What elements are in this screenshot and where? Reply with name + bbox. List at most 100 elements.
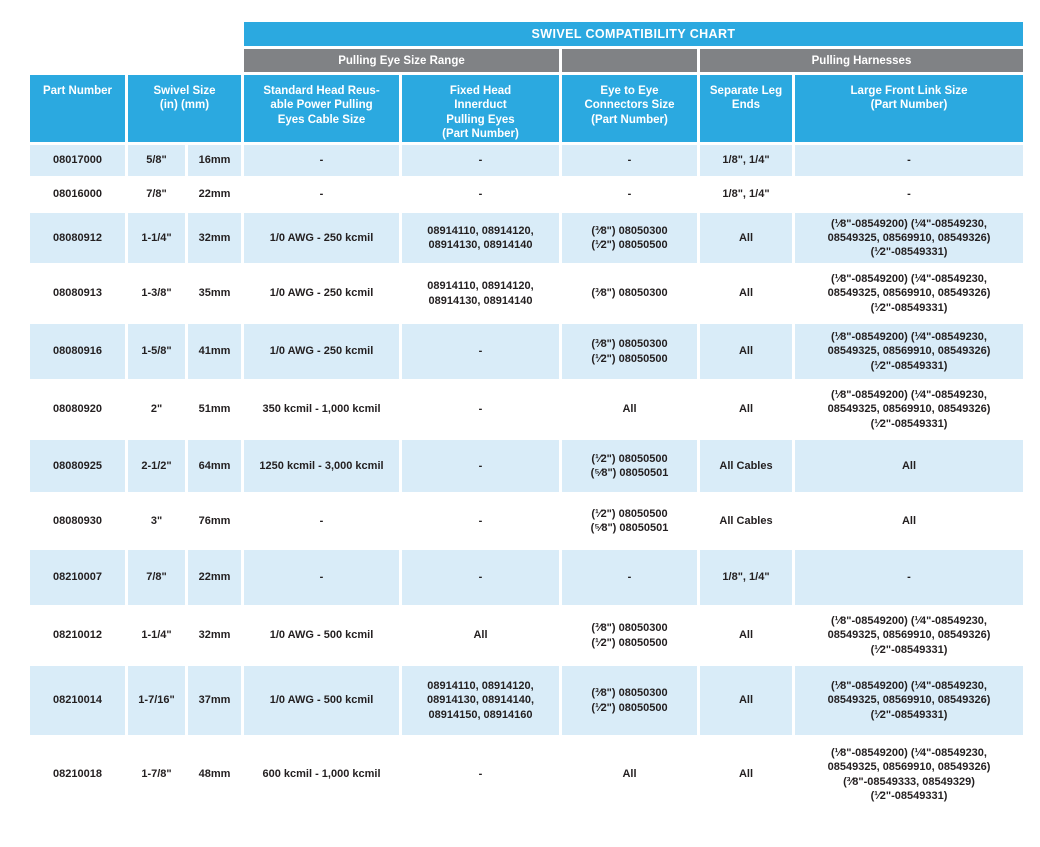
fixed-head-cell: - bbox=[402, 382, 559, 437]
separate-leg-ends-cell: All Cables bbox=[700, 495, 792, 547]
standard-head-cell: 1250 kcmil - 3,000 kcmil bbox=[244, 440, 399, 492]
swivel-size-mm-cell: 22mm bbox=[188, 179, 241, 210]
swivel-size-mm-cell: 35mm bbox=[188, 266, 241, 321]
fixed-head-cell: 08914110, 08914120, 08914130, 08914140, … bbox=[402, 666, 559, 735]
swivel-size-in-cell: 2-1/2" bbox=[128, 440, 185, 492]
part-number-cell: 08080912 bbox=[30, 213, 125, 263]
group-pulling-harnesses: Pulling Harnesses bbox=[700, 49, 1023, 72]
eye-to-eye-cell: (³⁄8") 08050300 (¹⁄2") 08050500 bbox=[562, 324, 697, 379]
swivel-size-mm-cell: 32mm bbox=[188, 608, 241, 663]
large-front-link-cell: - bbox=[795, 179, 1023, 210]
eye-to-eye-cell: - bbox=[562, 145, 697, 176]
part-number-cell: 08080920 bbox=[30, 382, 125, 437]
large-front-link-cell: (¹⁄8"-08549200) (¹⁄4"-08549230, 08549325… bbox=[795, 738, 1023, 811]
separate-leg-ends-cell: All Cables bbox=[700, 440, 792, 492]
swivel-size-in-cell: 5/8" bbox=[128, 145, 185, 176]
eye-to-eye-cell: - bbox=[562, 179, 697, 210]
separate-leg-ends-cell: 1/8", 1/4" bbox=[700, 145, 792, 176]
fixed-head-cell: 08914110, 08914120, 08914130, 08914140 bbox=[402, 266, 559, 321]
separate-leg-ends-cell: 1/8", 1/4" bbox=[700, 550, 792, 605]
part-number-cell: 08080913 bbox=[30, 266, 125, 321]
standard-head-cell: 1/0 AWG - 250 kcmil bbox=[244, 324, 399, 379]
swivel-size-mm-cell: 48mm bbox=[188, 738, 241, 811]
table-body: 08017000 5/8" 16mm - - - 1/8", 1/4" - 08… bbox=[30, 145, 1023, 811]
large-front-link-cell: (¹⁄8"-08549200) (¹⁄4"-08549230, 08549325… bbox=[795, 382, 1023, 437]
chart-title: SWIVEL COMPATIBILITY CHART bbox=[244, 22, 1023, 46]
swivel-size-mm-cell: 64mm bbox=[188, 440, 241, 492]
standard-head-cell: 600 kcmil - 1,000 kcmil bbox=[244, 738, 399, 811]
column-header-part-number: Part Number bbox=[30, 75, 125, 142]
column-header-standard-head: Standard Head Reus- able Power Pulling E… bbox=[244, 75, 399, 142]
swivel-size-in-cell: 1-1/4" bbox=[128, 213, 185, 263]
fixed-head-cell: - bbox=[402, 324, 559, 379]
table-row: 08210018 1-7/8" 48mm 600 kcmil - 1,000 k… bbox=[30, 738, 1023, 811]
fixed-head-cell: All bbox=[402, 608, 559, 663]
fixed-head-cell: - bbox=[402, 550, 559, 605]
fixed-head-cell: - bbox=[402, 145, 559, 176]
swivel-size-in-cell: 1-3/8" bbox=[128, 266, 185, 321]
part-number-cell: 08080925 bbox=[30, 440, 125, 492]
group-header-row: Pulling Eye Size Range Pulling Harnesses bbox=[30, 49, 1023, 72]
separate-leg-ends-cell: All bbox=[700, 324, 792, 379]
column-header-row: Part Number Swivel Size (in) (mm) Standa… bbox=[30, 75, 1023, 142]
swivel-size-mm-cell: 76mm bbox=[188, 495, 241, 547]
separate-leg-ends-cell: All bbox=[700, 608, 792, 663]
separate-leg-ends-cell: All bbox=[700, 266, 792, 321]
part-number-cell: 08210018 bbox=[30, 738, 125, 811]
large-front-link-cell: All bbox=[795, 440, 1023, 492]
standard-head-cell: 1/0 AWG - 250 kcmil bbox=[244, 213, 399, 263]
eye-to-eye-cell: All bbox=[562, 738, 697, 811]
fixed-head-cell: - bbox=[402, 179, 559, 210]
table-row: 08210007 7/8" 22mm - - - 1/8", 1/4" - bbox=[30, 550, 1023, 605]
eye-to-eye-cell: (¹⁄2") 08050500 (⁵⁄8") 08050501 bbox=[562, 440, 697, 492]
standard-head-cell: - bbox=[244, 145, 399, 176]
large-front-link-cell: (¹⁄8"-08549200) (¹⁄4"-08549230, 08549325… bbox=[795, 324, 1023, 379]
swivel-size-in-cell: 2" bbox=[128, 382, 185, 437]
standard-head-cell: 1/0 AWG - 500 kcmil bbox=[244, 666, 399, 735]
part-number-cell: 08210014 bbox=[30, 666, 125, 735]
column-header-separate-leg-ends: Separate Leg Ends bbox=[700, 75, 792, 142]
table-row: 08080913 1-3/8" 35mm 1/0 AWG - 250 kcmil… bbox=[30, 266, 1023, 321]
large-front-link-cell: - bbox=[795, 145, 1023, 176]
table-row: 08080925 2-1/2" 64mm 1250 kcmil - 3,000 … bbox=[30, 440, 1023, 492]
column-header-large-front-link: Large Front Link Size (Part Number) bbox=[795, 75, 1023, 142]
swivel-size-in-cell: 1-7/8" bbox=[128, 738, 185, 811]
separate-leg-ends-cell: All bbox=[700, 738, 792, 811]
part-number-cell: 08016000 bbox=[30, 179, 125, 210]
part-number-cell: 08017000 bbox=[30, 145, 125, 176]
eye-to-eye-cell: All bbox=[562, 382, 697, 437]
column-header-swivel-size: Swivel Size (in) (mm) bbox=[128, 75, 241, 142]
chart-title-row: SWIVEL COMPATIBILITY CHART bbox=[30, 22, 1023, 46]
title-left-spacer bbox=[30, 22, 241, 46]
eye-to-eye-cell: (¹⁄2") 08050500 (⁵⁄8") 08050501 bbox=[562, 495, 697, 547]
separate-leg-ends-cell: All bbox=[700, 382, 792, 437]
swivel-size-mm-cell: 37mm bbox=[188, 666, 241, 735]
separate-leg-ends-cell: All bbox=[700, 666, 792, 735]
standard-head-cell: 1/0 AWG - 500 kcmil bbox=[244, 608, 399, 663]
eye-to-eye-cell: (³⁄8") 08050300 (¹⁄2") 08050500 bbox=[562, 666, 697, 735]
table-row: 08080930 3" 76mm - - (¹⁄2") 08050500 (⁵⁄… bbox=[30, 495, 1023, 547]
column-header-eye-to-eye: Eye to Eye Connectors Size (Part Number) bbox=[562, 75, 697, 142]
eye-to-eye-cell: (³⁄8") 08050300 (¹⁄2") 08050500 bbox=[562, 608, 697, 663]
separate-leg-ends-cell: All bbox=[700, 213, 792, 263]
swivel-size-mm-cell: 51mm bbox=[188, 382, 241, 437]
swivel-compatibility-table: SWIVEL COMPATIBILITY CHART Pulling Eye S… bbox=[30, 22, 1023, 811]
standard-head-cell: - bbox=[244, 550, 399, 605]
table-row: 08080916 1-5/8" 41mm 1/0 AWG - 250 kcmil… bbox=[30, 324, 1023, 379]
part-number-cell: 08080916 bbox=[30, 324, 125, 379]
standard-head-cell: 350 kcmil - 1,000 kcmil bbox=[244, 382, 399, 437]
part-number-cell: 08210007 bbox=[30, 550, 125, 605]
swivel-size-mm-cell: 32mm bbox=[188, 213, 241, 263]
swivel-size-in-cell: 1-5/8" bbox=[128, 324, 185, 379]
large-front-link-cell: All bbox=[795, 495, 1023, 547]
swivel-size-mm-cell: 41mm bbox=[188, 324, 241, 379]
swivel-size-mm-cell: 16mm bbox=[188, 145, 241, 176]
large-front-link-cell: (¹⁄8"-08549200) (¹⁄4"-08549230, 08549325… bbox=[795, 666, 1023, 735]
large-front-link-cell: (¹⁄8"-08549200) (¹⁄4"-08549230, 08549325… bbox=[795, 213, 1023, 263]
standard-head-cell: 1/0 AWG - 250 kcmil bbox=[244, 266, 399, 321]
eye-to-eye-cell: - bbox=[562, 550, 697, 605]
column-header-fixed-head: Fixed Head Innerduct Pulling Eyes (Part … bbox=[402, 75, 559, 142]
table-row: 08210014 1-7/16" 37mm 1/0 AWG - 500 kcmi… bbox=[30, 666, 1023, 735]
table-row: 08080920 2" 51mm 350 kcmil - 1,000 kcmil… bbox=[30, 382, 1023, 437]
swivel-size-in-cell: 7/8" bbox=[128, 550, 185, 605]
